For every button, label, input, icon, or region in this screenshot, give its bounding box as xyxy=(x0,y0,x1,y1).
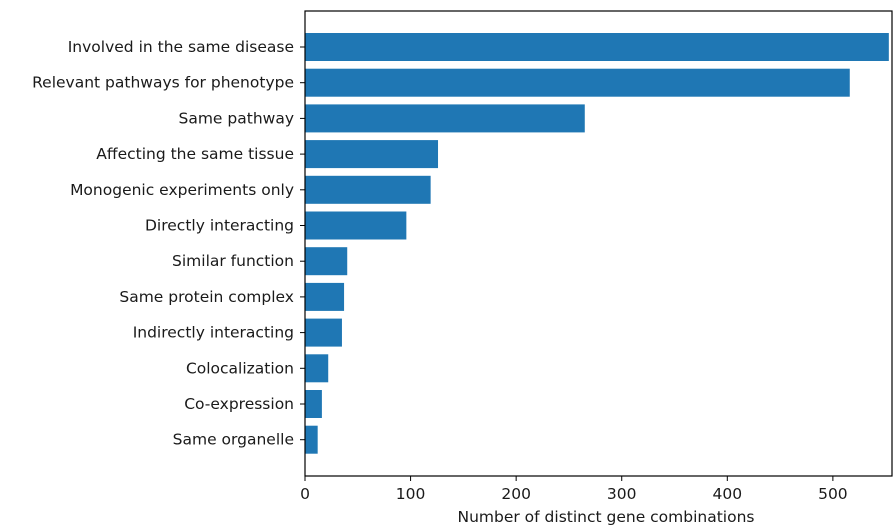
y-tick-label: Monogenic experiments only xyxy=(70,181,294,199)
y-tick-label: Same protein complex xyxy=(119,288,294,306)
x-tick-label: 100 xyxy=(396,485,426,503)
y-tick-label: Same pathway xyxy=(179,109,295,127)
y-tick-label: Indirectly interacting xyxy=(133,324,294,342)
bar-similar-function xyxy=(305,247,348,276)
x-ticks: 0 100 200 300 400 500 xyxy=(300,476,848,503)
y-tick-label: Co-expression xyxy=(184,395,294,413)
bar-affecting-the-same-tissue xyxy=(305,140,439,169)
plot-frame xyxy=(304,10,893,477)
bar-co-expression xyxy=(305,390,322,418)
y-tick-label: Same organelle xyxy=(173,431,294,449)
bars-group xyxy=(305,33,889,454)
x-tick-label: 400 xyxy=(713,485,743,503)
bar-monogenic-experiments-only xyxy=(305,175,431,204)
y-tick-label: Similar function xyxy=(172,252,294,270)
bar-directly-interacting xyxy=(305,211,407,240)
x-tick-label: 500 xyxy=(818,485,848,503)
y-tick-label: Involved in the same disease xyxy=(68,38,294,56)
x-tick-label: 200 xyxy=(501,485,531,503)
y-tick-label: Colocalization xyxy=(186,359,294,377)
x-tick-label: 0 xyxy=(300,485,310,503)
y-tick-label: Relevant pathways for phenotype xyxy=(32,74,294,92)
x-tick-label: 300 xyxy=(607,485,637,503)
bar-same-protein-complex xyxy=(305,282,345,311)
y-tick-label: Affecting the same tissue xyxy=(96,145,294,163)
x-axis-label: Number of distinct gene combinations xyxy=(457,508,754,526)
bar-relevant-pathways-for-phenotype xyxy=(305,68,850,97)
bar-same-pathway xyxy=(305,104,585,133)
y-tick-label: Directly interacting xyxy=(145,217,294,235)
bar-same-organelle xyxy=(305,425,318,454)
bar-involved-in-the-same-disease xyxy=(305,33,889,61)
bar-indirectly-interacting xyxy=(305,318,342,347)
bar-colocalization xyxy=(305,354,329,383)
y-tick-labels: Involved in the same disease Relevant pat… xyxy=(32,38,305,449)
